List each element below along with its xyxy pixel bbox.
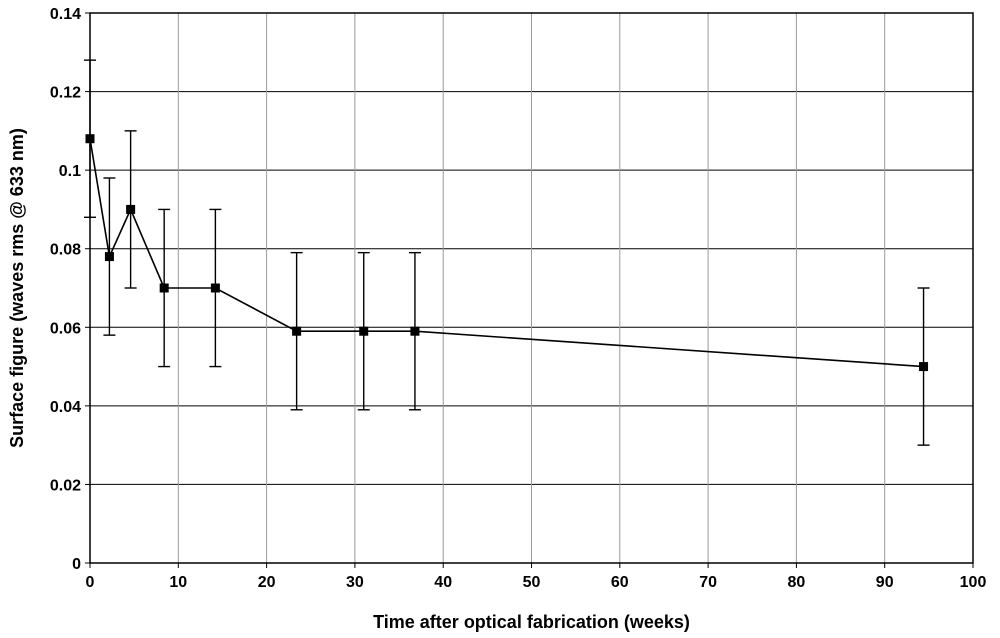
- x-tick-label: 60: [611, 574, 629, 591]
- y-axis-title: Surface figure (waves rms @ 633 nm): [7, 128, 27, 448]
- data-point: [126, 204, 136, 214]
- data-point: [85, 134, 95, 144]
- y-tick-label: 0.1: [59, 163, 81, 180]
- y-tick-label: 0.06: [50, 320, 81, 337]
- data-point: [292, 326, 302, 336]
- data-point: [919, 362, 929, 372]
- data-point: [210, 283, 220, 293]
- error-bars: [84, 59, 930, 446]
- x-tick-label: 80: [788, 574, 806, 591]
- y-axis-ticks: 0 0.02 0.04 0.06 0.08 0.1 0.12 0.14: [50, 6, 90, 573]
- data-point: [159, 283, 169, 293]
- y-tick-label: 0: [72, 556, 81, 573]
- x-tick-label: 70: [699, 574, 717, 591]
- y-tick-label: 0.08: [50, 242, 81, 259]
- y-tick-label: 0.14: [50, 6, 81, 23]
- y-tick-label: 0.04: [50, 399, 81, 416]
- x-tick-label: 50: [523, 574, 541, 591]
- data-points: [85, 134, 929, 372]
- data-point: [410, 326, 420, 336]
- x-axis-title: Time after optical fabrication (weeks): [373, 612, 690, 632]
- x-tick-label: 90: [876, 574, 894, 591]
- y-tick-label: 0.02: [50, 477, 81, 494]
- x-tick-label: 10: [169, 574, 187, 591]
- x-axis-ticks: 0 10 20 30 40 50 60 70 80 90 100: [86, 563, 987, 591]
- x-tick-label: 100: [960, 574, 987, 591]
- data-point: [359, 326, 369, 336]
- grid: [90, 13, 973, 563]
- x-tick-label: 20: [258, 574, 276, 591]
- data-point: [104, 252, 114, 262]
- x-tick-label: 40: [434, 574, 452, 591]
- y-tick-label: 0.12: [50, 85, 81, 102]
- x-tick-label: 0: [86, 574, 95, 591]
- x-tick-label: 30: [346, 574, 364, 591]
